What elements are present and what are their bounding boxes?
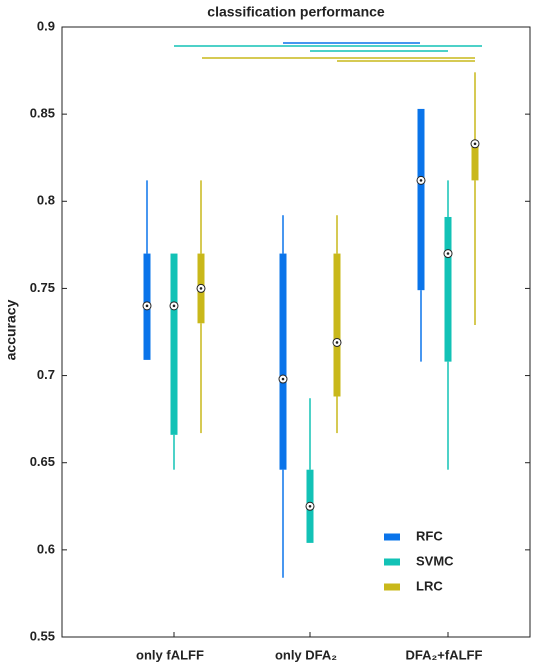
median-dot — [308, 504, 312, 508]
median-dot — [446, 252, 450, 255]
legend-label: RFC — [416, 528, 443, 543]
box — [279, 253, 287, 470]
y-tick-label: 0.7 — [37, 367, 55, 382]
y-tick-label: 0.75 — [30, 280, 55, 295]
y-tick-label: 0.6 — [37, 541, 55, 556]
median-dot — [473, 142, 477, 146]
y-axis-label: accuracy — [3, 299, 19, 360]
legend-swatch — [384, 583, 400, 591]
box — [471, 143, 479, 181]
significance-lines — [174, 42, 482, 62]
y-tick-label: 0.8 — [37, 193, 55, 208]
chart-title: classification performance — [207, 4, 385, 20]
y-tick-label: 0.9 — [37, 18, 55, 33]
box — [170, 253, 178, 435]
box — [444, 216, 452, 362]
y-tick-label: 0.65 — [30, 454, 55, 469]
legend-label: LRC — [416, 578, 443, 593]
median-dot — [199, 287, 203, 290]
plot-frame — [61, 26, 531, 638]
median-dot — [281, 377, 285, 381]
legend-label: SVMC — [416, 553, 454, 568]
median-dot — [335, 341, 339, 344]
legend-swatch — [384, 558, 400, 566]
box — [417, 108, 425, 291]
y-tick-label: 0.55 — [30, 628, 55, 643]
x-tick-label: only DFA₂ — [275, 647, 337, 662]
median-dot — [145, 304, 149, 308]
median-dot — [172, 304, 176, 308]
y-tick-label: 0.85 — [30, 106, 55, 121]
median-dot — [419, 179, 423, 182]
legend-swatch — [384, 533, 400, 541]
box — [333, 253, 341, 397]
x-tick-label: DFA₂+fALFF — [406, 647, 483, 662]
x-tick-label: only fALFF — [136, 647, 204, 662]
